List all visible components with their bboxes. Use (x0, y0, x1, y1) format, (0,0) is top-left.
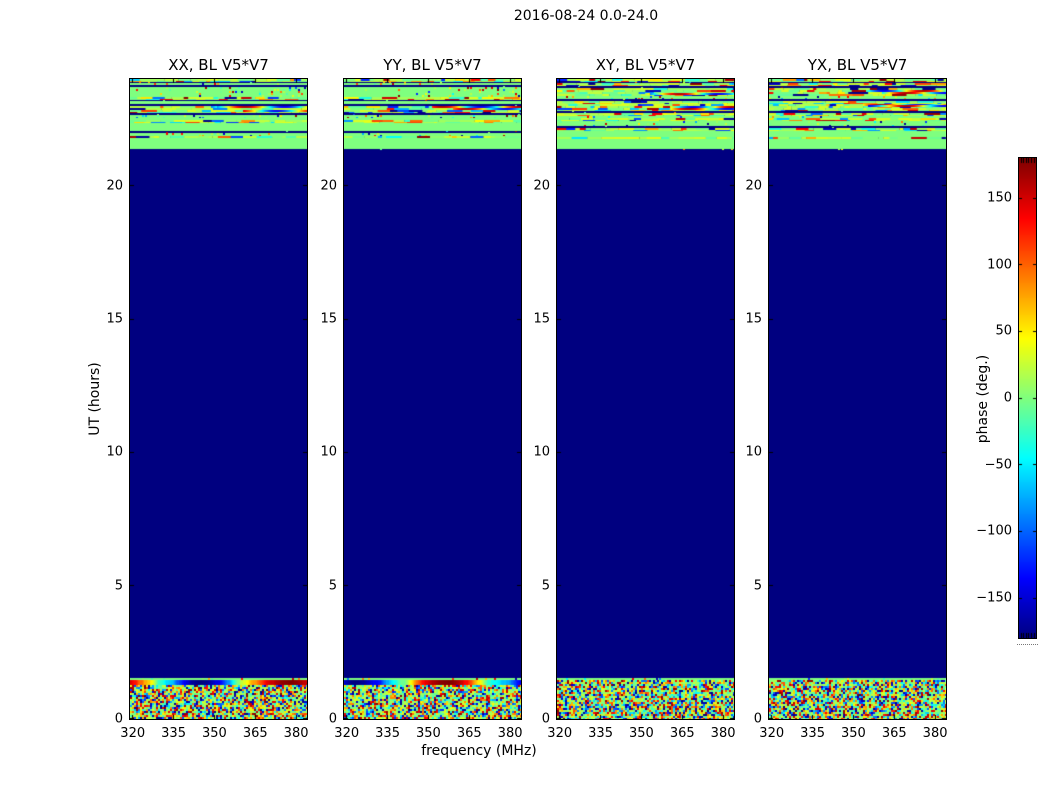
x-tick-label: 380 (710, 726, 736, 741)
y-tick-label: 5 (753, 578, 762, 594)
y-tick-label: 10 (533, 444, 550, 460)
y-tick-label: 20 (320, 178, 337, 194)
y-tick-label: 20 (106, 178, 123, 194)
figure-title: 2016-08-24 0.0-24.0 (513, 8, 659, 24)
x-tick-label: 320 (547, 726, 573, 741)
colorbar-tick-label: 0 (1003, 390, 1012, 406)
y-axis-label: UT (hours) (87, 362, 103, 436)
x-axis-label: frequency (MHz) (421, 743, 537, 759)
colorbar-tick-label: −50 (984, 457, 1012, 473)
x-tick-label: 320 (120, 726, 146, 741)
y-tick-label: 15 (745, 311, 762, 327)
y-tick-label: 20 (745, 178, 762, 194)
panel-yx (768, 78, 947, 720)
x-tick-label: 350 (840, 726, 866, 741)
x-tick-label: 380 (497, 726, 523, 741)
panel-xx (129, 78, 308, 720)
y-tick-label: 10 (745, 444, 762, 460)
y-tick-label: 10 (320, 444, 337, 460)
y-tick-label: 0 (328, 711, 337, 727)
colorbar-gradient (1018, 157, 1037, 639)
y-tick-label: 0 (753, 711, 762, 727)
colorbar-canvas (1019, 158, 1036, 638)
panel-title-xy: XY, BL V5*V7 (595, 56, 696, 74)
heatmap-xy (557, 79, 734, 719)
colorbar-tick-label: −150 (976, 590, 1012, 606)
heatmap-xx (130, 79, 307, 719)
panel-yy (343, 78, 522, 720)
y-tick-label: 15 (320, 311, 337, 327)
colorbar-underline (1017, 644, 1038, 645)
heatmap-yx (769, 79, 946, 719)
x-tick-label: 335 (800, 726, 825, 741)
panel-xy (556, 78, 735, 720)
panel-title-yx: YX, BL V5*V7 (807, 56, 908, 74)
x-tick-label: 365 (242, 726, 268, 741)
x-tick-label: 335 (588, 726, 613, 741)
x-tick-label: 320 (759, 726, 785, 741)
y-tick-label: 5 (541, 578, 550, 594)
colorbar-tick-label: 50 (995, 323, 1012, 339)
x-tick-label: 365 (669, 726, 695, 741)
panel-title-yy: YY, BL V5*V7 (383, 56, 482, 74)
y-tick-label: 5 (328, 578, 337, 594)
x-tick-label: 380 (283, 726, 309, 741)
colorbar-tick-label: 150 (987, 190, 1012, 206)
x-tick-label: 320 (334, 726, 360, 741)
y-tick-label: 10 (106, 444, 123, 460)
panel-title-xx: XX, BL V5*V7 (168, 56, 269, 74)
colorbar-tick-label: −100 (976, 523, 1012, 539)
heatmap-yy (344, 79, 521, 719)
x-tick-label: 380 (922, 726, 948, 741)
x-tick-label: 335 (161, 726, 186, 741)
y-tick-label: 20 (533, 178, 550, 194)
x-tick-label: 365 (456, 726, 482, 741)
y-tick-label: 15 (106, 311, 123, 327)
x-tick-label: 365 (881, 726, 907, 741)
y-tick-label: 0 (114, 711, 123, 727)
colorbar-tick-label: 100 (987, 257, 1012, 273)
x-tick-label: 350 (415, 726, 441, 741)
y-tick-label: 5 (114, 578, 123, 594)
x-tick-label: 350 (628, 726, 654, 741)
x-tick-label: 335 (375, 726, 400, 741)
y-tick-label: 15 (533, 311, 550, 327)
y-tick-label: 0 (541, 711, 550, 727)
x-tick-label: 350 (201, 726, 227, 741)
